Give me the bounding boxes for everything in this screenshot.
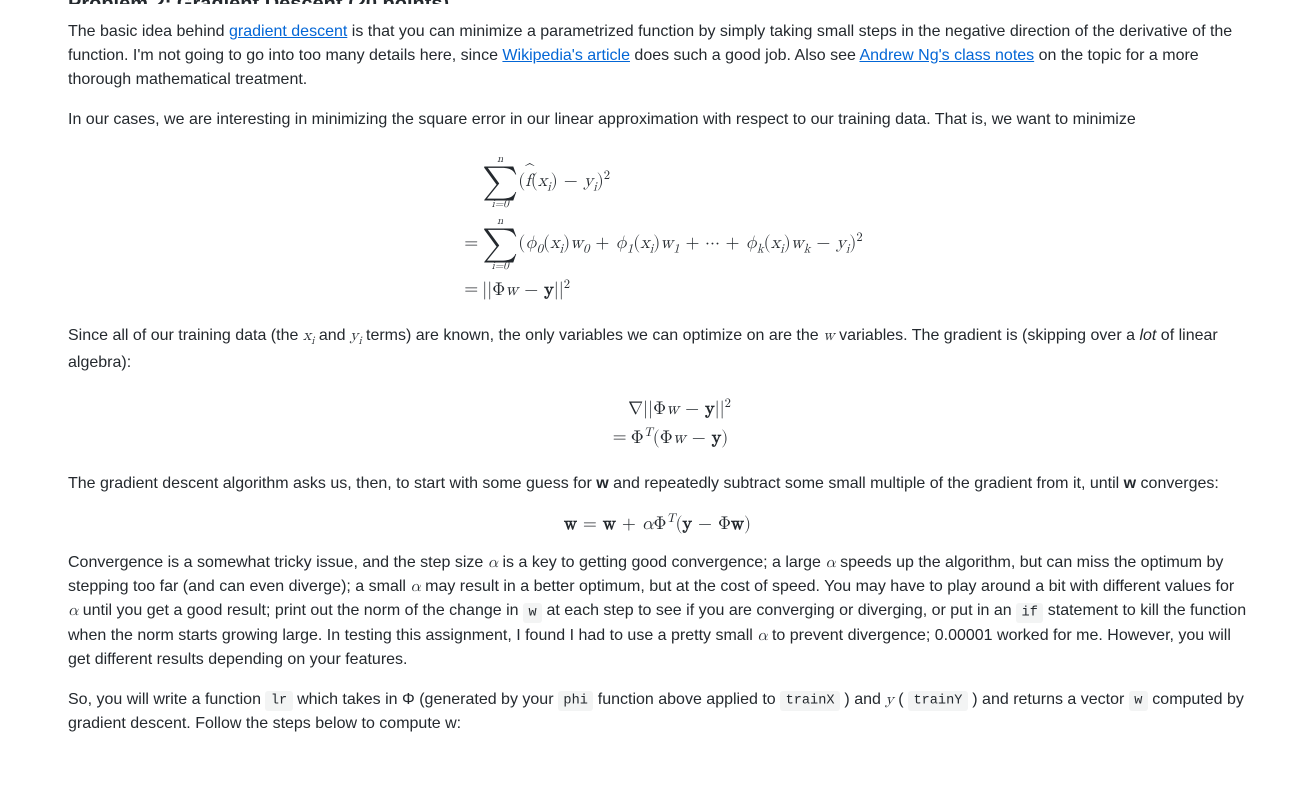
text: Since all of our training data (the bbox=[68, 327, 303, 344]
text: converges: bbox=[1136, 475, 1219, 492]
code-trainx: trainX bbox=[780, 691, 840, 711]
math-alpha: α bbox=[757, 628, 767, 644]
code-w: w bbox=[523, 603, 542, 623]
gradient-paragraph: Since all of our training data (the xi a… bbox=[68, 324, 1247, 375]
equation-3: w = w + αΦT(y − Φw) bbox=[68, 512, 1247, 536]
text: ) and returns a vector bbox=[968, 691, 1129, 708]
math-xi: xi bbox=[303, 328, 315, 344]
code-trainy: trainY bbox=[908, 691, 968, 711]
minimize-paragraph: In our cases, we are interesting in mini… bbox=[68, 108, 1247, 132]
text: and bbox=[314, 327, 350, 344]
wikipedia-link[interactable]: Wikipedia's article bbox=[502, 47, 630, 64]
text: may result in a better optimum, but at t… bbox=[421, 578, 1235, 595]
text: variables. The gradient is (skipping ove… bbox=[835, 327, 1140, 344]
code-phi: phi bbox=[558, 691, 593, 711]
code-lr: lr bbox=[265, 691, 292, 711]
text: which takes in Φ (generated by your bbox=[293, 691, 558, 708]
math-w-bold: w bbox=[596, 475, 608, 492]
code-w: w bbox=[1129, 691, 1148, 711]
math-alpha: α bbox=[488, 555, 498, 571]
summation-symbol: n ∑ i=0 bbox=[482, 154, 518, 210]
text: at each step to see if you are convergin… bbox=[542, 602, 1016, 619]
gradient-descent-link[interactable]: gradient descent bbox=[229, 23, 347, 40]
math-alpha: α bbox=[825, 555, 835, 571]
intro-paragraph: The basic idea behind gradient descent i… bbox=[68, 20, 1247, 92]
math-w-bold: w bbox=[1124, 475, 1136, 492]
text: The gradient descent algorithm asks us, … bbox=[68, 475, 596, 492]
text: So, you will write a function bbox=[68, 691, 265, 708]
summation-symbol: n ∑ i=0 bbox=[482, 216, 518, 272]
emphasis-lot: lot bbox=[1139, 327, 1156, 344]
text: function above applied to bbox=[593, 691, 780, 708]
text: ) and bbox=[840, 691, 885, 708]
algorithm-paragraph: The gradient descent algorithm asks us, … bbox=[68, 472, 1247, 496]
text: ( bbox=[894, 691, 908, 708]
andrew-ng-link[interactable]: Andrew Ng's class notes bbox=[859, 47, 1034, 64]
text: does such a good job. Also see bbox=[630, 47, 860, 64]
code-if: if bbox=[1016, 603, 1043, 623]
function-paragraph: So, you will write a function lr which t… bbox=[68, 688, 1247, 736]
text: Convergence is a somewhat tricky issue, … bbox=[68, 554, 488, 571]
math-alpha: α bbox=[410, 579, 420, 595]
equation-1: n ∑ i=0 (f(xi) − yi)2 = n ∑ i=0 (ϕ0(xi)w… bbox=[68, 148, 1247, 308]
convergence-paragraph: Convergence is a somewhat tricky issue, … bbox=[68, 551, 1247, 671]
math-y: y bbox=[885, 692, 893, 708]
text: is a key to getting good convergence; a … bbox=[498, 554, 825, 571]
math-w: w bbox=[823, 328, 835, 344]
problem-heading: Problem 2: Gradient Descent (20 points) bbox=[68, 0, 1247, 4]
text: and repeatedly subtract some small multi… bbox=[609, 475, 1124, 492]
text: terms) are known, the only variables we … bbox=[362, 327, 824, 344]
text: The basic idea behind bbox=[68, 23, 229, 40]
math-yi: yi bbox=[350, 328, 362, 344]
text: until you get a good result; print out t… bbox=[78, 602, 523, 619]
equation-2: ∇||Φw − y||2 = ΦT(Φw − y) bbox=[68, 391, 1247, 456]
math-alpha: α bbox=[68, 603, 78, 619]
